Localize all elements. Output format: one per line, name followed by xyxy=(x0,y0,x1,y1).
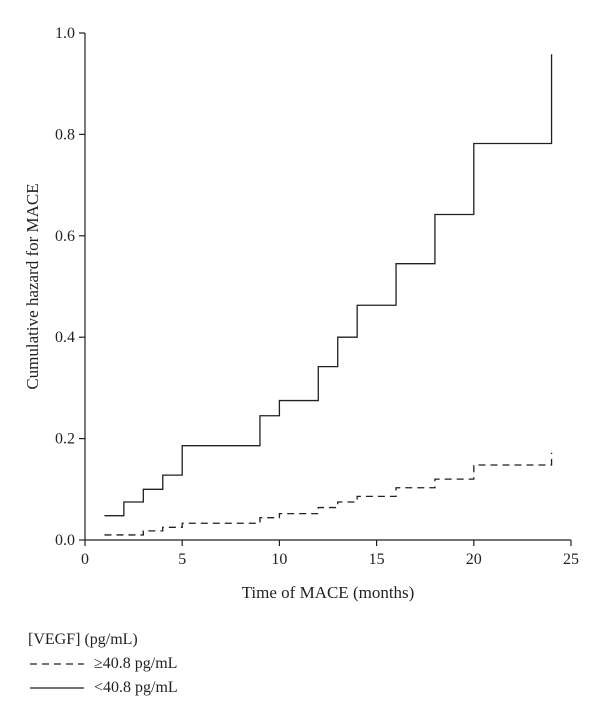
y-tick-label: 0.4 xyxy=(55,329,75,346)
x-tick-label: 25 xyxy=(563,551,579,568)
y-axis-title: Cumulative hazard for MACE xyxy=(23,183,42,389)
x-tick-label: 20 xyxy=(466,551,482,568)
legend-item-low-vegf: <40.8 pg/mL xyxy=(28,676,178,700)
y-tick-label: 0.2 xyxy=(55,431,75,448)
legend: [VEGF] (pg/mL) ≥40.8 pg/mL <40.8 pg/mL xyxy=(28,628,178,700)
legend-label-low-vegf: <40.8 pg/mL xyxy=(94,679,178,696)
y-tick-label: 1.0 xyxy=(55,25,75,42)
series-layer xyxy=(104,54,553,536)
legend-label-high-vegf: ≥40.8 pg/mL xyxy=(94,655,178,672)
x-tick-label: 5 xyxy=(178,551,186,568)
solid-line-swatch xyxy=(30,687,84,689)
x-tick-label: 0 xyxy=(81,551,89,568)
y-tick-label: 0.0 xyxy=(55,532,75,549)
legend-item-high-vegf: ≥40.8 pg/mL xyxy=(28,652,178,676)
x-axis-title: Time of MACE (months) xyxy=(242,583,415,602)
x-tick-label: 15 xyxy=(369,551,385,568)
y-tick-label: 0.8 xyxy=(55,126,75,143)
x-tick-label: 10 xyxy=(271,551,287,568)
dashed-line-swatch xyxy=(30,663,84,665)
series-line-low-vegf xyxy=(104,54,553,517)
legend-title: [VEGF] (pg/mL) xyxy=(28,631,138,648)
axes: 0.0 0.2 0.4 0.6 0.8 1.0 0 5 10 15 20 25 xyxy=(55,25,579,568)
y-tick-label: 0.6 xyxy=(55,228,75,245)
series-line-high-vegf xyxy=(104,452,553,536)
